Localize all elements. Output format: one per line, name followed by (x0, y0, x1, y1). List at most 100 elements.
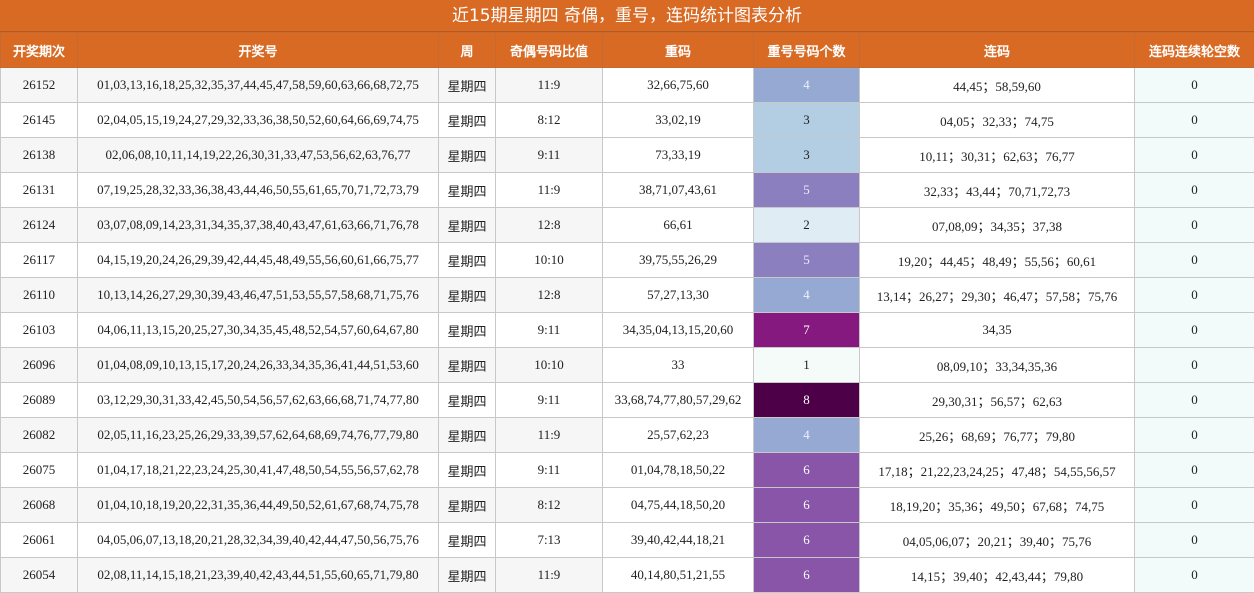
consecutive-cell: 07,08,09；34,35；37,38 (860, 208, 1135, 243)
header-numbers: 开奖号 (78, 33, 439, 68)
issue-cell: 26131 (1, 173, 78, 208)
repeat-count-cell: 4 (754, 418, 860, 453)
repeat-cell: 04,75,44,18,50,20 (603, 488, 754, 523)
empty-count-cell: 0 (1135, 243, 1254, 278)
week-cell: 星期四 (439, 488, 496, 523)
issue-cell: 26082 (1, 418, 78, 453)
ratio-cell: 10:10 (496, 243, 603, 278)
repeat-count-cell: 5 (754, 173, 860, 208)
consecutive-cell: 10,11；30,31；62,63；76,77 (860, 138, 1135, 173)
repeat-cell: 01,04,78,18,50,22 (603, 453, 754, 488)
ratio-cell: 7:13 (496, 523, 603, 558)
stats-table: 开奖期次 开奖号 周 奇偶号码比值 重码 重号号码个数 连码 连码连续轮空数 2… (0, 32, 1254, 593)
week-cell: 星期四 (439, 138, 496, 173)
numbers-cell: 03,12,29,30,31,33,42,45,50,54,56,57,62,6… (78, 383, 439, 418)
numbers-cell: 04,15,19,20,24,26,29,39,42,44,45,48,49,5… (78, 243, 439, 278)
consecutive-cell: 18,19,20；35,36；49,50；67,68；74,75 (860, 488, 1135, 523)
repeat-count-cell: 3 (754, 138, 860, 173)
issue-cell: 26096 (1, 348, 78, 383)
header-empty-count: 连码连续轮空数 (1135, 33, 1254, 68)
consecutive-cell: 14,15；39,40；42,43,44；79,80 (860, 558, 1135, 593)
numbers-cell: 07,19,25,28,32,33,36,38,43,44,46,50,55,6… (78, 173, 439, 208)
consecutive-cell: 13,14；26,27；29,30；46,47；57,58；75,76 (860, 278, 1135, 313)
ratio-cell: 11:9 (496, 68, 603, 103)
ratio-cell: 9:11 (496, 138, 603, 173)
week-cell: 星期四 (439, 173, 496, 208)
issue-cell: 26068 (1, 488, 78, 523)
week-cell: 星期四 (439, 208, 496, 243)
empty-count-cell: 0 (1135, 138, 1254, 173)
repeat-cell: 33,68,74,77,80,57,29,62 (603, 383, 754, 418)
consecutive-cell: 44,45；58,59,60 (860, 68, 1135, 103)
repeat-cell: 33 (603, 348, 754, 383)
issue-cell: 26138 (1, 138, 78, 173)
week-cell: 星期四 (439, 523, 496, 558)
repeat-count-cell: 2 (754, 208, 860, 243)
week-cell: 星期四 (439, 558, 496, 593)
numbers-cell: 10,13,14,26,27,29,30,39,43,46,47,51,53,5… (78, 278, 439, 313)
ratio-cell: 12:8 (496, 208, 603, 243)
consecutive-cell: 17,18；21,22,23,24,25；47,48；54,55,56,57 (860, 453, 1135, 488)
issue-cell: 26117 (1, 243, 78, 278)
empty-count-cell: 0 (1135, 383, 1254, 418)
issue-cell: 26110 (1, 278, 78, 313)
numbers-cell: 03,07,08,09,14,23,31,34,35,37,38,40,43,4… (78, 208, 439, 243)
header-ratio: 奇偶号码比值 (496, 33, 603, 68)
repeat-count-cell: 7 (754, 313, 860, 348)
consecutive-cell: 32,33；43,44；70,71,72,73 (860, 173, 1135, 208)
ratio-cell: 8:12 (496, 103, 603, 138)
ratio-cell: 11:9 (496, 418, 603, 453)
ratio-cell: 9:11 (496, 453, 603, 488)
week-cell: 星期四 (439, 418, 496, 453)
repeat-cell: 66,61 (603, 208, 754, 243)
consecutive-cell: 29,30,31；56,57；62,63 (860, 383, 1135, 418)
ratio-cell: 11:9 (496, 558, 603, 593)
repeat-cell: 40,14,80,51,21,55 (603, 558, 754, 593)
repeat-count-cell: 6 (754, 453, 860, 488)
empty-count-cell: 0 (1135, 523, 1254, 558)
numbers-cell: 02,04,05,15,19,24,27,29,32,33,36,38,50,5… (78, 103, 439, 138)
ratio-cell: 9:11 (496, 383, 603, 418)
repeat-cell: 39,75,55,26,29 (603, 243, 754, 278)
header-repeat: 重码 (603, 33, 754, 68)
week-cell: 星期四 (439, 313, 496, 348)
numbers-cell: 02,06,08,10,11,14,19,22,26,30,31,33,47,5… (78, 138, 439, 173)
repeat-cell: 25,57,62,23 (603, 418, 754, 453)
numbers-cell: 01,04,17,18,21,22,23,24,25,30,41,47,48,5… (78, 453, 439, 488)
empty-count-cell: 0 (1135, 488, 1254, 523)
numbers-cell: 02,08,11,14,15,18,21,23,39,40,42,43,44,5… (78, 558, 439, 593)
numbers-cell: 01,03,13,16,18,25,32,35,37,44,45,47,58,5… (78, 68, 439, 103)
header-week: 周 (439, 33, 496, 68)
ratio-cell: 9:11 (496, 313, 603, 348)
numbers-cell: 01,04,10,18,19,20,22,31,35,36,44,49,50,5… (78, 488, 439, 523)
header-consecutive: 连码 (860, 33, 1135, 68)
repeat-cell: 73,33,19 (603, 138, 754, 173)
repeat-count-cell: 5 (754, 243, 860, 278)
repeat-count-cell: 6 (754, 488, 860, 523)
page-title: 近15期星期四 奇偶，重号，连码统计图表分析 (0, 0, 1254, 32)
ratio-cell: 8:12 (496, 488, 603, 523)
numbers-cell: 02,05,11,16,23,25,26,29,33,39,57,62,64,6… (78, 418, 439, 453)
table-header-row: 开奖期次 开奖号 周 奇偶号码比值 重码 重号号码个数 连码 连码连续轮空数 (1, 33, 1254, 68)
issue-cell: 26075 (1, 453, 78, 488)
repeat-cell: 57,27,13,30 (603, 278, 754, 313)
repeat-cell: 32,66,75,60 (603, 68, 754, 103)
repeat-cell: 39,40,42,44,18,21 (603, 523, 754, 558)
ratio-cell: 12:8 (496, 278, 603, 313)
numbers-cell: 04,05,06,07,13,18,20,21,28,32,34,39,40,4… (78, 523, 439, 558)
consecutive-cell: 34,35 (860, 313, 1135, 348)
